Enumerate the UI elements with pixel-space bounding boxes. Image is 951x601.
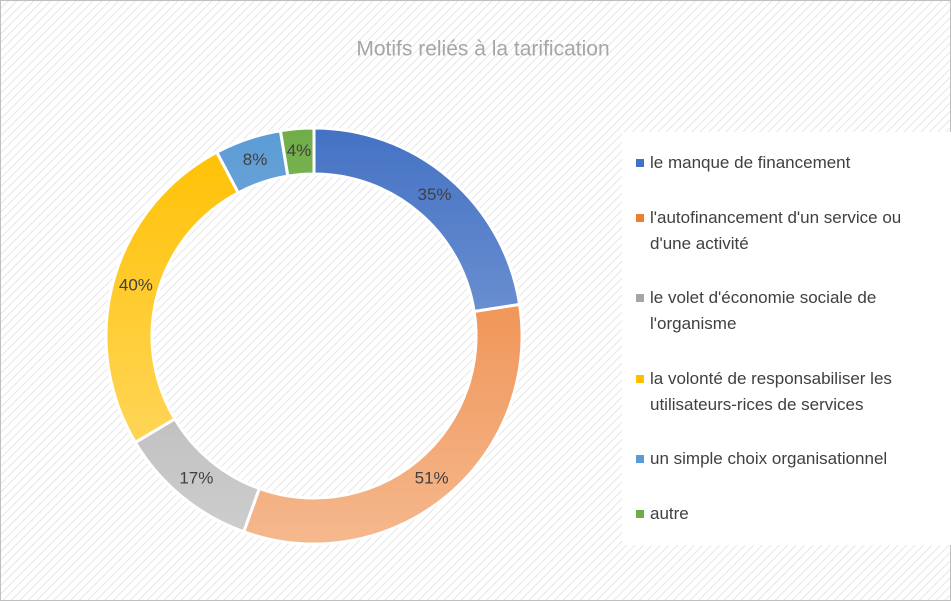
legend: le manque de financement l'autofinancemen… [622, 132, 951, 545]
legend-item: la volonté de responsabiliser les utilis… [622, 366, 951, 418]
legend-label: l'autofinancement d'un service ou d'une … [650, 207, 902, 253]
data-label: 8% [243, 150, 268, 169]
legend-swatch [636, 374, 644, 383]
legend-swatch [636, 159, 644, 168]
legend-label: le manque de financement [650, 153, 851, 173]
data-label: 51% [415, 468, 449, 487]
slice [278, 126, 316, 178]
legend-swatch [636, 509, 644, 518]
legend-swatch [636, 213, 644, 222]
legend-label: le volet d'économie sociale de l'organis… [650, 288, 877, 334]
legend-item: autre [622, 501, 951, 527]
data-label: 35% [417, 185, 451, 204]
legend-item: le manque de financement [622, 150, 951, 176]
legend-label: autre [650, 503, 689, 523]
legend-label: un simple choix organisationnel [650, 449, 888, 469]
chart-title: Motifs reliés à la tarification [356, 38, 609, 61]
legend-swatch [636, 294, 644, 303]
legend-item: l'autofinancement d'un service ou d'une … [622, 205, 951, 257]
data-label: 4% [287, 141, 312, 160]
legend-swatch [636, 455, 644, 464]
legend-item: le volet d'économie sociale de l'organis… [622, 285, 951, 337]
legend-item: un simple choix organisationnel [622, 446, 951, 472]
legend-label: la volonté de responsabiliser les utilis… [650, 368, 892, 414]
data-label: 17% [179, 468, 213, 487]
data-label: 40% [119, 275, 153, 294]
